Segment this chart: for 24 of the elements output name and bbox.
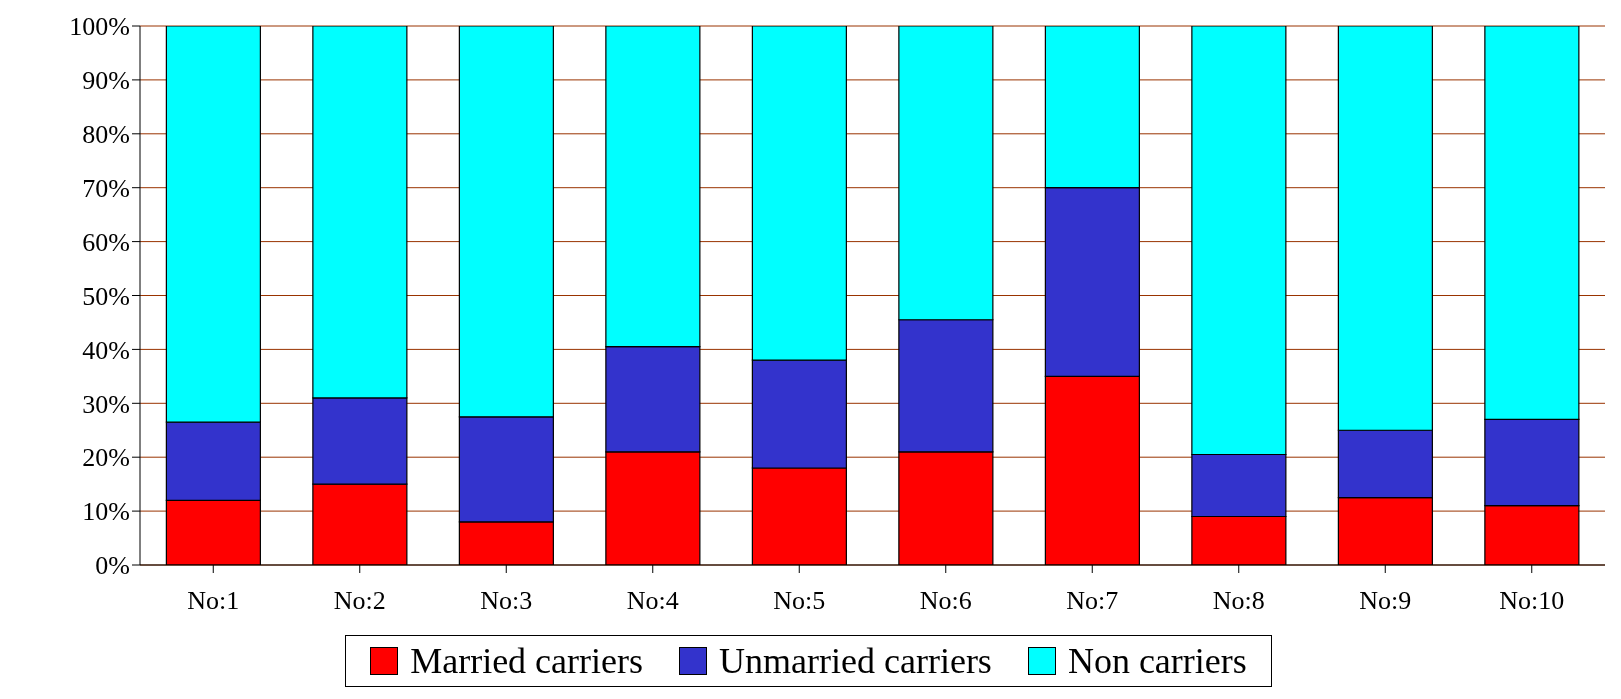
x-tick-label: No:5 [773,586,826,616]
x-tick-label: No:1 [187,586,240,616]
legend-label: Unmarried carriers [719,640,992,682]
legend-label: Married carriers [410,640,644,682]
y-tick-label: 30% [82,389,130,419]
x-tick-label: No:7 [1066,586,1119,616]
y-tick-label: 90% [82,66,130,96]
y-tick-label: 10% [82,497,130,527]
y-tick-label: 20% [82,443,130,473]
y-tick-label: 50% [82,281,130,311]
y-tick-label: 100% [69,12,130,42]
y-tick-label: 70% [82,173,130,203]
x-tick-label: No:9 [1359,586,1412,616]
x-tick-label: No:10 [1499,586,1565,616]
y-tick-label: 60% [82,227,130,257]
x-tick-label: No:8 [1212,586,1265,616]
legend-label: Non carriers [1067,640,1247,682]
x-tick-label: No:2 [333,586,386,616]
x-tick-label: No:6 [919,586,972,616]
x-tick-label: No:3 [480,586,533,616]
y-tick-label: 0% [95,551,130,581]
y-tick-label: 80% [82,120,130,150]
x-tick-label: No:4 [626,586,679,616]
y-tick-label: 40% [82,335,130,365]
